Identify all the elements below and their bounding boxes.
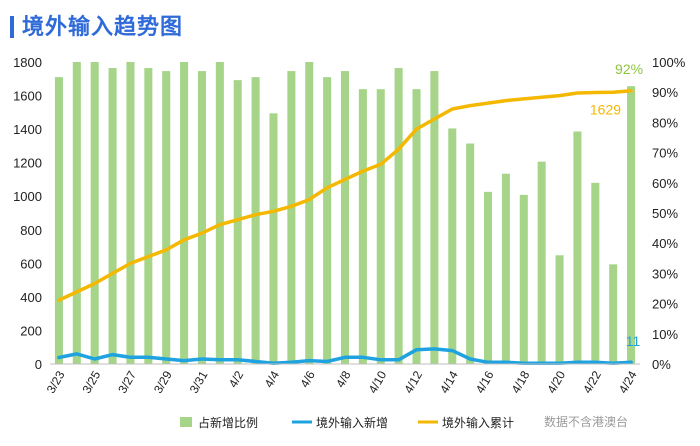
x-tick-label: 3/25 bbox=[79, 368, 103, 396]
right-tick-label: 60% bbox=[652, 176, 678, 191]
bar-3/29 bbox=[162, 71, 171, 364]
bar-4/20 bbox=[555, 255, 564, 364]
x-tick-label: 3/31 bbox=[187, 368, 211, 396]
annotation-ratio-label: 92% bbox=[615, 61, 643, 77]
bar-4/16 bbox=[484, 191, 493, 364]
bar-3/30 bbox=[180, 62, 189, 364]
x-tick-label: 4/22 bbox=[580, 368, 604, 396]
x-tick-label: 4/10 bbox=[366, 368, 390, 396]
bar-4/14 bbox=[448, 128, 457, 364]
left-tick-label: 1400 bbox=[13, 122, 42, 137]
bar-4/23 bbox=[609, 264, 618, 364]
bar-4/22 bbox=[591, 182, 600, 364]
right-tick-label: 50% bbox=[652, 206, 678, 221]
bar-4/3 bbox=[251, 77, 260, 364]
left-tick-label: 1000 bbox=[13, 189, 42, 204]
bar-3/23 bbox=[54, 77, 63, 364]
x-tick-label: 4/18 bbox=[509, 368, 533, 396]
annotation-cumulative-label: 1629 bbox=[590, 102, 621, 118]
right-tick-label: 0% bbox=[652, 357, 671, 372]
bar-4/24 bbox=[627, 86, 636, 364]
legend-label: 境外输入累计 bbox=[442, 415, 514, 430]
left-tick-label: 1200 bbox=[13, 156, 42, 171]
x-tick-label: 3/27 bbox=[115, 368, 139, 396]
legend-label: 境外输入新增 bbox=[316, 415, 388, 430]
x-tick-label: 3/23 bbox=[44, 368, 68, 396]
bar-4/2 bbox=[233, 80, 242, 365]
x-tick-label: 4/14 bbox=[437, 368, 461, 396]
x-tick-label: 4/2 bbox=[226, 368, 247, 390]
cumulative-imported-line bbox=[57, 88, 633, 302]
right-tick-label: 10% bbox=[652, 327, 678, 342]
right-tick-label: 20% bbox=[652, 297, 678, 312]
new-imported-line bbox=[57, 347, 633, 365]
bar-4/9 bbox=[358, 89, 367, 365]
x-tick-label: 4/6 bbox=[297, 368, 318, 390]
left-tick-label: 1600 bbox=[13, 89, 42, 104]
bar-4/13 bbox=[430, 71, 439, 364]
title-accent-bar bbox=[10, 16, 14, 38]
legend-swatch-bar bbox=[180, 417, 192, 427]
right-tick-label: 90% bbox=[652, 85, 678, 100]
bar-4/1 bbox=[215, 62, 224, 364]
right-tick-label: 70% bbox=[652, 146, 678, 161]
bar-4/11 bbox=[394, 68, 403, 364]
x-tick-label: 4/8 bbox=[333, 368, 354, 390]
annotation-new-label: 11 bbox=[626, 333, 641, 349]
bar-4/19 bbox=[537, 161, 546, 364]
right-tick-label: 80% bbox=[652, 115, 678, 130]
bar-4/8 bbox=[340, 71, 350, 364]
bar-4/15 bbox=[466, 143, 475, 364]
x-tick-label: 4/12 bbox=[401, 368, 425, 396]
bar-4/17 bbox=[501, 173, 510, 364]
right-tick-label: 30% bbox=[652, 266, 678, 281]
left-tick-label: 800 bbox=[20, 223, 42, 238]
x-tick-label: 4/16 bbox=[473, 368, 497, 396]
left-tick-label: 400 bbox=[20, 290, 42, 305]
source-note: 数据不含港澳台 bbox=[544, 414, 628, 429]
x-tick-label: 4/4 bbox=[262, 368, 283, 390]
right-tick-label: 40% bbox=[652, 236, 678, 251]
chart-title: 境外输入趋势图 bbox=[22, 14, 184, 39]
left-tick-label: 200 bbox=[20, 323, 42, 338]
left-tick-label: 1800 bbox=[13, 55, 42, 70]
left-tick-label: 600 bbox=[20, 256, 42, 271]
bar-4/7 bbox=[323, 77, 332, 364]
x-tick-label: 3/29 bbox=[151, 368, 175, 396]
bar-3/27 bbox=[126, 62, 135, 364]
x-tick-label: 4/24 bbox=[616, 368, 640, 396]
bar-4/4 bbox=[269, 113, 278, 364]
bar-3/26 bbox=[108, 68, 117, 364]
bar-4/21 bbox=[573, 131, 582, 364]
bar-3/24 bbox=[72, 62, 81, 364]
legend-label: 占新增比例 bbox=[198, 415, 258, 430]
left-tick-label: 0 bbox=[35, 357, 42, 372]
bar-4/18 bbox=[519, 194, 528, 364]
bar-3/25 bbox=[90, 62, 99, 364]
bar-4/6 bbox=[305, 62, 314, 364]
bar-3/28 bbox=[144, 68, 153, 364]
bar-3/31 bbox=[197, 71, 206, 364]
x-tick-label: 4/20 bbox=[544, 368, 568, 396]
bar-4/12 bbox=[412, 89, 421, 365]
bar-4/5 bbox=[287, 71, 296, 364]
bar-4/10 bbox=[376, 89, 385, 365]
right-tick-label: 100% bbox=[652, 55, 686, 70]
